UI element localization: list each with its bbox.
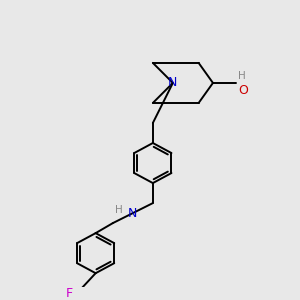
Text: H: H <box>115 205 123 215</box>
Text: N: N <box>128 207 137 220</box>
Text: N: N <box>168 76 178 89</box>
Text: F: F <box>66 287 73 300</box>
Text: O: O <box>238 84 248 98</box>
Text: H: H <box>238 71 246 82</box>
